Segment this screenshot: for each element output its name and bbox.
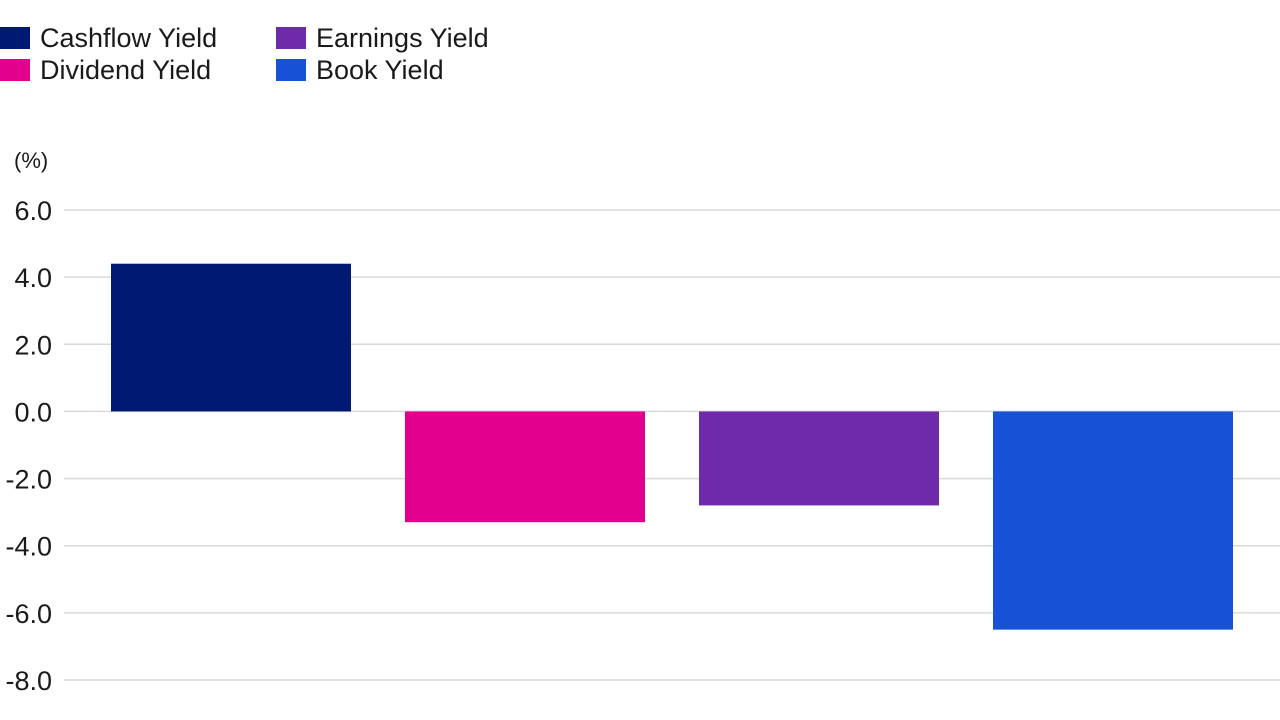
bar-book-yield — [993, 411, 1233, 630]
bar-cashflow-yield — [111, 263, 351, 412]
legend-item-book-yield: Book Yield — [276, 54, 444, 86]
y-tick-label: -2.0 — [5, 465, 52, 495]
legend-item-cashflow-yield: Cashflow Yield — [0, 22, 217, 54]
y-tick-label: 2.0 — [14, 330, 52, 360]
legend-label-earnings-yield: Earnings Yield — [316, 23, 489, 53]
y-tick-label: -6.0 — [5, 599, 52, 629]
legend-label-cashflow-yield: Cashflow Yield — [40, 23, 218, 53]
y-tick-label: 4.0 — [14, 263, 52, 293]
bar-earnings-yield — [699, 411, 939, 506]
y-axis-unit-label: (%) — [14, 148, 48, 173]
legend-label-dividend-yield: Dividend Yield — [40, 55, 212, 85]
legend-swatch-cashflow-yield — [0, 27, 30, 49]
legend-swatch-dividend-yield — [0, 59, 30, 81]
y-tick-label: -8.0 — [5, 666, 52, 696]
legend-swatch-book-yield — [276, 59, 306, 81]
y-tick-label: 6.0 — [14, 196, 52, 226]
chart-legend: Cashflow Yield Earnings Yield Dividend Y… — [0, 22, 560, 92]
legend-label-book-yield: Book Yield — [316, 55, 444, 85]
legend-swatch-earnings-yield — [276, 27, 306, 49]
y-tick-label: -4.0 — [5, 532, 52, 562]
legend-item-dividend-yield: Dividend Yield — [0, 54, 211, 86]
y-tick-label: 0.0 — [14, 397, 52, 427]
y-axis-tick-labels: 6.0 4.0 2.0 0.0 -2.0 -4.0 -6.0 -8.0 — [5, 196, 52, 696]
bar-dividend-yield — [405, 411, 645, 523]
bars — [111, 263, 1233, 630]
legend-item-earnings-yield: Earnings Yield — [276, 22, 489, 54]
